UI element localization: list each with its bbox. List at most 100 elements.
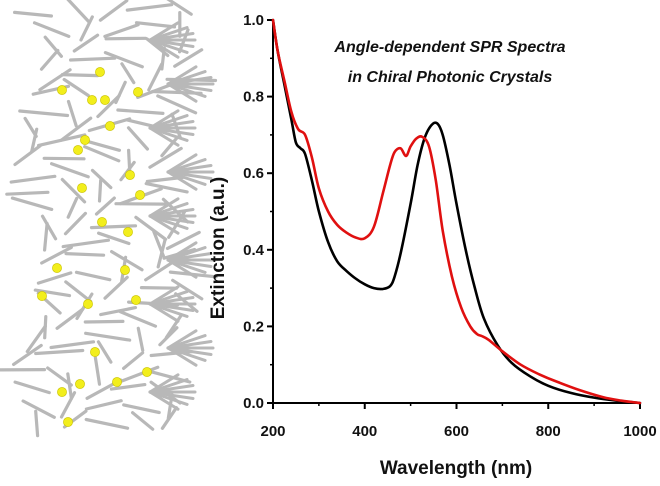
gold-nanoparticle [87, 95, 97, 105]
nanorod [136, 326, 145, 352]
nanorod [161, 197, 190, 224]
gold-nanoparticle [97, 217, 107, 227]
nanorod [36, 271, 73, 285]
nanorod [30, 127, 39, 154]
nanorod [103, 50, 144, 69]
nanorod [93, 356, 102, 386]
nanorod [59, 116, 93, 142]
nanorod [173, 48, 204, 68]
nanorod [148, 126, 180, 147]
nanorod [118, 310, 158, 328]
nanorod [166, 0, 193, 16]
nanorod [33, 288, 72, 298]
nanorod [96, 340, 113, 364]
x-axis-title: Wavelength (nm) [380, 458, 532, 479]
nanorod [10, 196, 54, 211]
gold-nanoparticle [57, 387, 67, 397]
gold-nanoparticle [90, 347, 100, 357]
nanorod [134, 21, 177, 29]
nanorod [40, 214, 58, 241]
gold-nanoparticle [95, 67, 105, 77]
y-tick-label: 0.8 [243, 89, 264, 106]
spr-spectra-chart: 200 400 600 800 1000 0.0 0.2 0.4 0.6 0.8 1.0 Angle… [208, 12, 657, 479]
chart-axes: 200 400 600 800 1000 0.0 0.2 0.4 0.6 0.8 1.0 [243, 12, 657, 440]
nanorod [60, 72, 100, 78]
nanorod [9, 174, 57, 184]
nanorod [104, 36, 148, 41]
nanorod [139, 286, 178, 290]
nanorod [32, 21, 71, 39]
nanorod [21, 399, 56, 419]
nanorod [49, 162, 90, 179]
nanorod [96, 231, 131, 246]
nanorod [109, 383, 147, 391]
nanorod [116, 108, 165, 116]
x-tick-label: 1000 [623, 423, 656, 440]
nanorod [160, 406, 178, 430]
nanorod [89, 224, 138, 230]
nanorod [148, 38, 180, 59]
nanorod [46, 366, 73, 387]
nanorod [148, 214, 180, 235]
y-axis-title: Extinction (a.u.) [208, 177, 229, 320]
nanorod [148, 146, 183, 169]
chiral-photonic-crystal-model [0, 0, 218, 438]
gold-nanoparticle [77, 183, 87, 193]
nanorod [42, 222, 49, 252]
gold-nanoparticle [125, 170, 135, 180]
nanorod [156, 94, 198, 115]
x-tick-label: 800 [536, 423, 561, 440]
nanorod [103, 275, 129, 300]
nanorod [62, 77, 90, 98]
gold-nanoparticle [133, 87, 143, 97]
nanorod [84, 399, 123, 411]
nanorod [64, 252, 106, 257]
nanorod [96, 94, 121, 119]
nanorod [90, 168, 113, 190]
nanorod [84, 331, 132, 342]
nanorod [39, 48, 60, 71]
gold-nanoparticle [142, 367, 152, 377]
y-tick-label: 1.0 [243, 12, 264, 29]
nanorod [126, 126, 149, 151]
nanorod [144, 182, 189, 194]
nanorod [147, 62, 164, 92]
nanorod [131, 411, 155, 431]
y-tick-label: 0.4 [243, 242, 265, 259]
nanorod [61, 238, 111, 249]
nanorod [166, 258, 198, 279]
nanorod [63, 211, 88, 236]
nanorod [170, 112, 182, 140]
nanorod [13, 10, 54, 18]
gold-nanoparticle [123, 227, 133, 237]
gold-nanoparticle [112, 377, 122, 387]
nanorod [158, 326, 179, 347]
nanorod [171, 278, 204, 301]
gold-nanoparticle [135, 190, 145, 200]
nanorod [166, 170, 198, 191]
nanorod [120, 62, 136, 85]
gold-nanoparticle [131, 295, 141, 305]
series-line-black [271, 18, 642, 405]
nanorod [98, 0, 129, 22]
nanorod [79, 15, 94, 42]
nanorod [66, 0, 91, 24]
nanorod [109, 250, 144, 272]
nanorod [72, 33, 100, 53]
x-tick-label: 600 [444, 423, 469, 440]
nanorod [49, 340, 96, 350]
nanorod [40, 245, 73, 265]
gold-nanoparticle [63, 417, 73, 427]
nanorod [12, 343, 43, 366]
nanorod [25, 324, 47, 354]
nanorod [59, 391, 77, 419]
series-line-red [271, 18, 642, 405]
gold-nanoparticle [57, 85, 67, 95]
gold-nanoparticle [83, 299, 93, 309]
gold-nanoparticle [37, 291, 47, 301]
nanorod [125, 3, 174, 12]
nanorod [13, 144, 42, 167]
nanorod [74, 270, 112, 282]
nanorod [134, 215, 168, 241]
